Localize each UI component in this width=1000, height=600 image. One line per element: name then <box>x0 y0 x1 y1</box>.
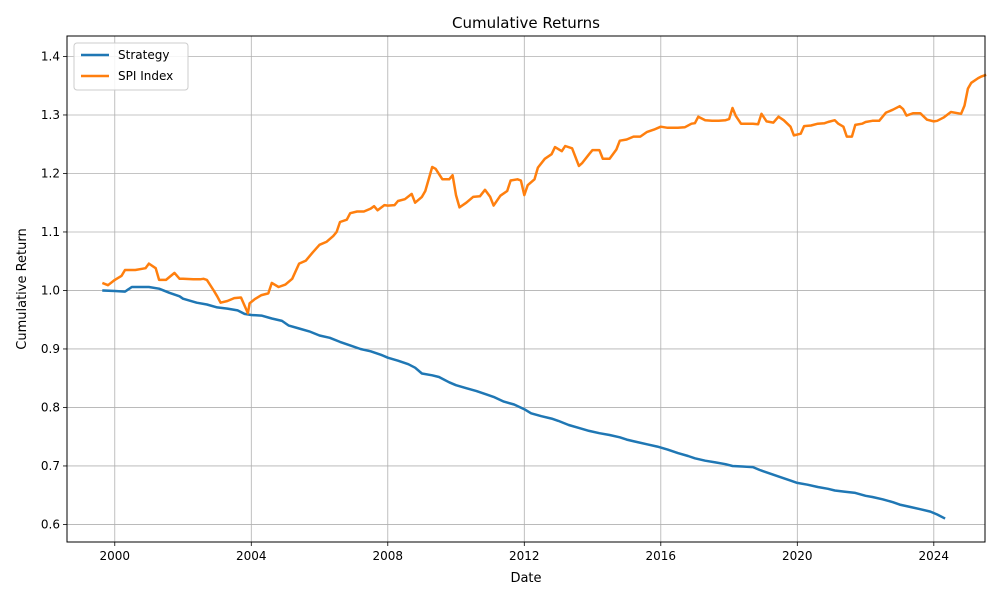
x-tick-label: 2016 <box>646 549 677 563</box>
x-axis-label: Date <box>510 571 541 586</box>
y-tick-label: 0.7 <box>41 459 60 473</box>
x-tick-label: 2024 <box>919 549 950 563</box>
y-axis-label: Cumulative Return <box>15 228 30 349</box>
axis-ticks: 2000 2004 2008 2012 2016 2020 2024 0.6 0.7 0.8 0.9… <box>41 49 949 563</box>
series-layer <box>101 73 987 520</box>
x-tick-label: 2004 <box>236 549 267 563</box>
legend: Strategy SPI Index <box>73 42 189 91</box>
chart-title: Cumulative Returns <box>452 14 600 32</box>
grid-lines <box>67 36 985 542</box>
x-tick-label: 2012 <box>509 549 540 563</box>
y-tick-label: 0.9 <box>41 342 60 356</box>
y-tick-label: 0.8 <box>41 400 60 414</box>
x-tick-label: 2008 <box>373 549 404 563</box>
series-line-strategy <box>102 285 946 520</box>
y-tick-label: 1.2 <box>41 166 60 180</box>
plot-frame <box>66 35 986 543</box>
x-tick-label: 2020 <box>782 549 813 563</box>
legend-label-spi-index: SPI Index <box>118 69 173 83</box>
y-tick-label: 0.6 <box>41 517 60 531</box>
y-tick-label: 1.3 <box>41 108 60 122</box>
y-tick-label: 1.1 <box>41 225 60 239</box>
x-tick-label: 2000 <box>100 549 131 563</box>
y-tick-label: 1.0 <box>41 283 60 297</box>
legend-label-strategy: Strategy <box>118 48 169 62</box>
series-line-spi-index <box>101 73 987 315</box>
y-tick-label: 1.4 <box>41 49 60 63</box>
